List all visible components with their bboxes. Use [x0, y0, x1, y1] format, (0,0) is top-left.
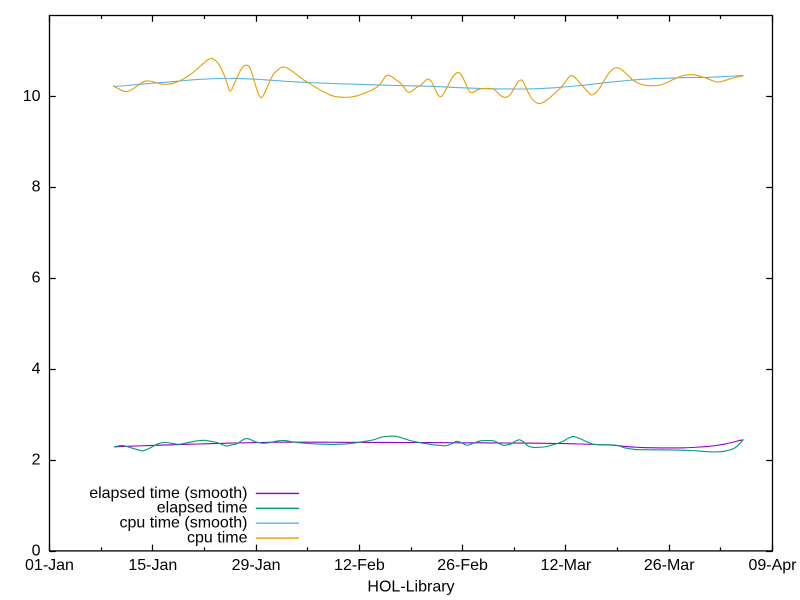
svg-text:12-Feb: 12-Feb [334, 557, 385, 574]
svg-text:HOL-Library: HOL-Library [367, 579, 454, 596]
svg-text:6: 6 [32, 270, 41, 287]
svg-text:2: 2 [32, 451, 41, 468]
svg-text:8: 8 [32, 179, 41, 196]
svg-text:cpu time: cpu time [187, 530, 248, 547]
svg-text:4: 4 [32, 361, 41, 378]
svg-text:26-Feb: 26-Feb [437, 557, 488, 574]
svg-text:29-Jan: 29-Jan [232, 557, 281, 574]
svg-text:0: 0 [32, 542, 41, 559]
svg-text:26-Mar: 26-Mar [644, 557, 695, 574]
svg-text:cpu time (smooth): cpu time (smooth) [119, 515, 247, 532]
svg-text:elapsed time: elapsed time [157, 500, 248, 517]
svg-text:12-Mar: 12-Mar [541, 557, 592, 574]
svg-text:09-Apr: 09-Apr [748, 557, 797, 574]
svg-text:10: 10 [23, 88, 41, 105]
svg-text:15-Jan: 15-Jan [128, 557, 177, 574]
svg-text:elapsed time (smooth): elapsed time (smooth) [89, 485, 247, 502]
svg-text:01-Jan: 01-Jan [25, 557, 74, 574]
